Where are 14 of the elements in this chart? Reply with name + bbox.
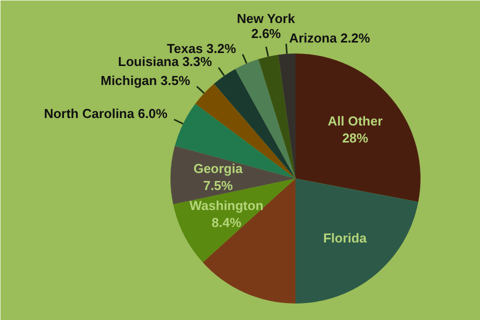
slice-label: Louisiana 3.3% — [118, 54, 212, 70]
slice-label: Florida — [323, 230, 368, 246]
slice-label: Michigan 3.5% — [100, 72, 191, 88]
slice-label: Washington — [190, 198, 264, 214]
data-label: 7.5% — [203, 178, 234, 193]
slice-label: New York — [236, 10, 296, 26]
data-label: 8.4% — [212, 215, 242, 230]
data-label: 2.6% — [251, 26, 282, 41]
data-label: 28% — [342, 130, 369, 146]
slice-label: Georgia — [193, 160, 244, 176]
slice-label: All Other — [328, 114, 383, 129]
slice-label: North Carolina 6.0% — [44, 106, 168, 121]
slice-label: Arizona 2.2% — [289, 30, 371, 46]
slice-label: Texas 3.2% — [166, 40, 236, 56]
